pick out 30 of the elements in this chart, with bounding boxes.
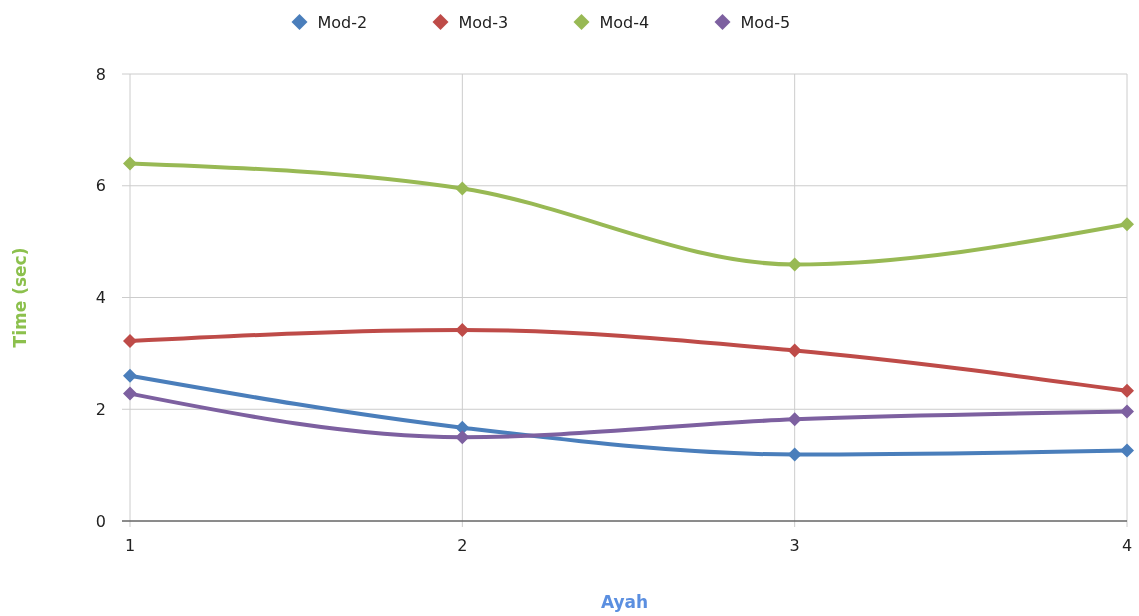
point [455,322,470,337]
legend-label: Mod-2 [317,12,368,32]
x-tick-label: 2 [457,536,468,555]
point [123,386,137,401]
y-tick-label: 4 [95,288,106,308]
point [787,343,802,358]
point [787,412,802,427]
y-tick-label: 6 [95,176,106,196]
y-axis-title: Time (sec) [10,247,30,348]
legend-label: Mod-3 [458,12,509,32]
point [455,181,470,196]
point [123,368,137,383]
x-tick-label: 4 [1121,536,1133,555]
point [787,447,802,462]
x-axis-title: Ayah [600,592,649,612]
point [1120,383,1134,398]
legend-label: Mod-4 [599,12,650,32]
point [1120,443,1134,458]
point [1120,404,1134,419]
point [787,257,802,272]
point [123,156,137,171]
point [1120,217,1134,232]
point [455,430,470,445]
y-tick-label: 2 [95,399,106,419]
y-tick-label: 8 [95,64,106,84]
legend-label: Mod-5 [740,12,791,32]
y-tick-label: 0 [95,511,106,531]
x-tick-label: 1 [124,536,136,555]
point [123,334,137,349]
x-tick-label: 3 [789,536,800,555]
